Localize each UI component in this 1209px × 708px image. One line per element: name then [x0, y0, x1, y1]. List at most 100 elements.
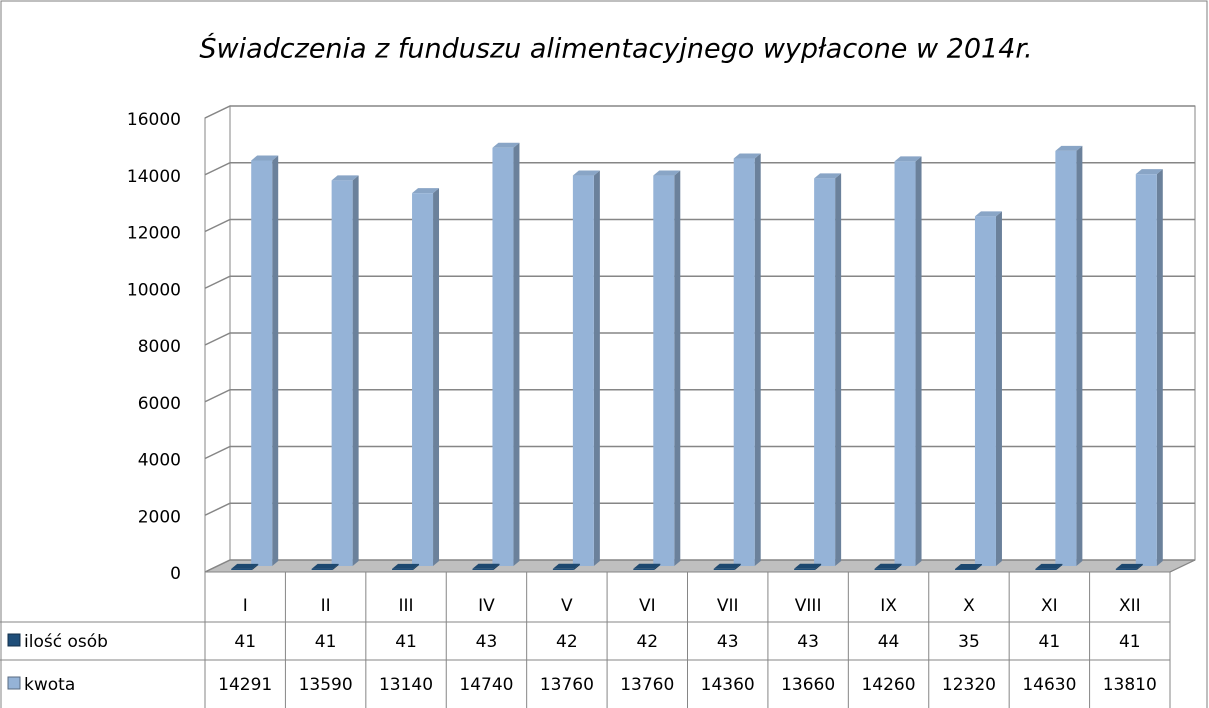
bar-top: [954, 564, 982, 570]
bar-side: [433, 188, 440, 566]
grid-line: [204, 559, 1195, 573]
bar-top: [251, 155, 279, 161]
x-tick-label: III: [399, 596, 414, 616]
table-value: 14740: [459, 675, 513, 695]
x-tick-label: II: [321, 596, 331, 616]
bar-side: [995, 211, 1002, 567]
bar-side: [1136, 563, 1143, 570]
bar-side: [835, 173, 842, 566]
bar: [794, 568, 816, 570]
table-value: 14360: [701, 675, 755, 695]
bar-top: [552, 563, 580, 569]
bar-side: [1156, 169, 1163, 567]
x-tick-label: VI: [639, 596, 656, 616]
bar-top: [874, 563, 902, 569]
bar-side: [674, 170, 681, 566]
bar: [492, 147, 514, 566]
y-tick-label: 0: [170, 564, 181, 584]
table-value: 13760: [620, 675, 674, 695]
x-tick-label: VII: [717, 596, 739, 616]
x-tick-label: IV: [478, 596, 495, 616]
bar: [231, 568, 253, 570]
bar-side: [1056, 563, 1063, 570]
bar: [1115, 568, 1137, 570]
bar-side: [915, 156, 922, 566]
bar: [954, 569, 976, 570]
y-tick-label: 2000: [138, 507, 181, 527]
grid-line: [204, 218, 1195, 233]
bar-top: [492, 142, 520, 148]
bar: [633, 568, 655, 570]
table-value: 41: [1039, 632, 1061, 652]
table-value: 41: [1119, 632, 1141, 652]
grid-line: [204, 389, 1195, 403]
bar-side: [252, 563, 259, 570]
bar: [412, 193, 434, 566]
legend-label: ilość osób: [24, 632, 108, 652]
bar: [1135, 174, 1157, 567]
table-value: 43: [797, 632, 819, 652]
bar-top: [713, 563, 741, 569]
table-value: 43: [717, 632, 739, 652]
grid-line: [204, 275, 1195, 289]
bar: [874, 568, 896, 570]
bar-top: [653, 170, 681, 176]
bar-top: [311, 563, 339, 569]
bar-top: [633, 563, 661, 569]
table-value: 43: [476, 632, 498, 652]
table-value: 41: [315, 632, 337, 652]
bar: [733, 158, 755, 566]
bar: [251, 160, 273, 567]
x-tick-label: VIII: [795, 596, 822, 616]
bar: [713, 568, 735, 570]
bar-side: [975, 564, 982, 570]
grid-line: [204, 162, 1195, 176]
legend-label: kwota: [24, 675, 75, 695]
table-value: 13140: [379, 675, 433, 695]
bar-top: [814, 173, 842, 179]
bar-top: [1115, 563, 1143, 569]
y-tick-label: 16000: [127, 110, 181, 130]
x-tick-label: IX: [880, 596, 897, 616]
bar-side: [654, 563, 661, 570]
bar-side: [1076, 145, 1083, 566]
bar: [572, 175, 594, 566]
bar-top: [331, 175, 359, 181]
bar: [311, 568, 333, 570]
bar-side: [754, 153, 761, 566]
table-value: 44: [878, 632, 900, 652]
x-tick-label: XI: [1041, 596, 1058, 616]
bar-top: [1055, 145, 1083, 151]
bar-top: [1035, 563, 1063, 569]
y-tick-label: 8000: [138, 337, 181, 357]
table-value: 42: [636, 632, 658, 652]
y-tick-label: 14000: [127, 167, 181, 187]
bar-top: [412, 188, 440, 194]
y-tick-label: 10000: [127, 280, 181, 300]
grid-line: [204, 332, 1195, 346]
bar-side: [332, 563, 339, 570]
y-tick-label: 6000: [138, 394, 181, 414]
x-tick-label: XII: [1119, 596, 1141, 616]
bar-top: [231, 563, 259, 569]
table-value: 13810: [1103, 675, 1157, 695]
y-tick-label: 4000: [138, 451, 181, 471]
bar-top: [1135, 169, 1163, 175]
legend-swatch: [7, 633, 21, 647]
table-value: 14260: [861, 675, 915, 695]
bar: [472, 568, 494, 570]
table-value: 13590: [299, 675, 353, 695]
grid-line: [204, 105, 1195, 119]
table-line: [1169, 559, 1196, 573]
bar: [552, 568, 574, 570]
bar-top: [572, 170, 600, 176]
bar-side: [734, 563, 741, 570]
bar: [392, 568, 414, 570]
y-tick-label: 12000: [127, 224, 181, 244]
bar: [331, 180, 353, 567]
bar: [974, 216, 996, 567]
bar: [1055, 150, 1077, 566]
bar-side: [413, 563, 420, 570]
table-value: 42: [556, 632, 578, 652]
